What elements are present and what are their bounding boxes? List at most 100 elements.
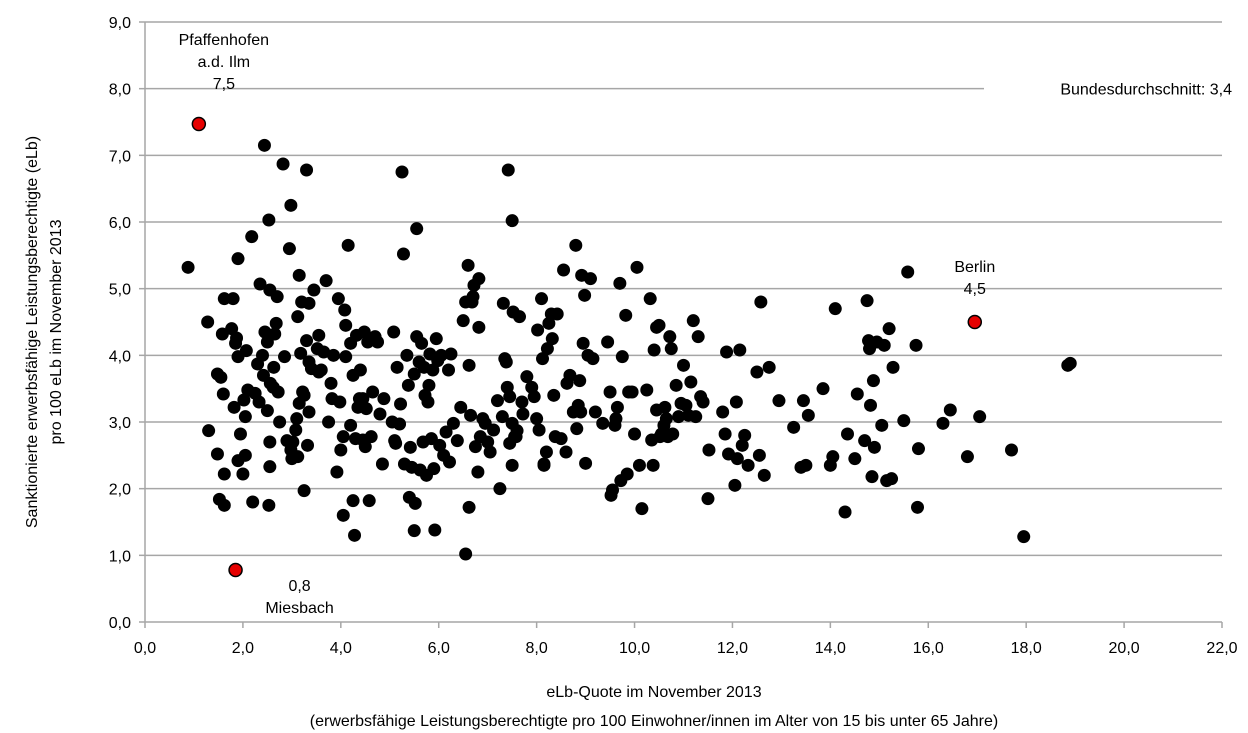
- data-point: [270, 290, 284, 304]
- data-point: [848, 452, 862, 466]
- data-point: [750, 365, 764, 379]
- data-point: [289, 423, 303, 437]
- data-point: [1063, 356, 1077, 370]
- data-point: [236, 467, 250, 481]
- data-point: [231, 252, 245, 266]
- data-point: [407, 524, 421, 538]
- x-axis: 0,0 2,0 4,0 6,0 8,0 10,0 12,0 14,0 16,0 18,0 20,0 2…: [134, 621, 1238, 657]
- data-point: [454, 400, 468, 414]
- data-point: [539, 445, 553, 459]
- data-point: [202, 424, 216, 438]
- data-point: [493, 482, 507, 496]
- data-point: [421, 395, 435, 409]
- data-point: [897, 414, 911, 428]
- data-point: [909, 338, 923, 352]
- data-point: [499, 355, 513, 369]
- data-point: [877, 338, 891, 352]
- x-axis-subtitle: (erwerbsfähige Leistungsberechtigte pro …: [310, 713, 998, 730]
- data-point: [300, 163, 314, 177]
- x-tick-label: 0,0: [134, 640, 156, 657]
- data-point: [317, 345, 331, 359]
- data-point: [362, 494, 376, 508]
- data-point: [359, 402, 373, 416]
- data-point: [960, 450, 974, 464]
- data-point: [267, 360, 281, 374]
- data-point: [796, 394, 810, 408]
- data-point: [911, 442, 925, 456]
- x-tick-label: 6,0: [428, 640, 450, 657]
- highlight-annotations: Pfaffenhofen a.d. Ilm 7,5 Berlin 4,5 0,8 Miesb…: [179, 32, 996, 617]
- data-point: [652, 318, 666, 332]
- data-point: [312, 328, 326, 342]
- data-point: [664, 342, 678, 356]
- data-point: [550, 307, 564, 321]
- data-point: [366, 385, 380, 399]
- data-point: [201, 315, 215, 329]
- data-point: [276, 157, 290, 171]
- data-point: [333, 395, 347, 409]
- y-axis-title: Sanktionierte erwerbsfähige Leistungsber…: [24, 136, 41, 528]
- highlight-point: [191, 116, 207, 132]
- data-point: [462, 500, 476, 514]
- data-point: [262, 498, 276, 512]
- data-point: [390, 360, 404, 374]
- data-point: [689, 410, 703, 424]
- data-point: [456, 314, 470, 328]
- data-point: [364, 430, 378, 444]
- data-point: [322, 415, 336, 429]
- data-point: [936, 416, 950, 430]
- data-point: [677, 358, 690, 372]
- data-point: [547, 388, 561, 402]
- data-point: [510, 424, 524, 438]
- data-point: [273, 415, 287, 429]
- data-point: [297, 388, 311, 402]
- data-point: [663, 330, 677, 344]
- x-tick-label: 4,0: [330, 640, 352, 657]
- data-point: [444, 347, 458, 361]
- data-point: [574, 405, 588, 419]
- x-tick-label: 2,0: [232, 640, 254, 657]
- data-point: [630, 260, 644, 274]
- data-point: [536, 352, 550, 366]
- data-point: [609, 412, 623, 426]
- data-point: [446, 416, 460, 430]
- data-point: [860, 294, 874, 308]
- data-point: [403, 440, 417, 454]
- data-point: [628, 427, 642, 441]
- data-point: [532, 423, 546, 437]
- data-point: [338, 303, 352, 317]
- y-tick-label: 5,0: [109, 282, 131, 299]
- reference-line-label: Bundesdurchschnitt: 3,4: [1060, 82, 1232, 99]
- data-point: [569, 238, 583, 252]
- data-point: [226, 292, 240, 306]
- data-point: [513, 310, 527, 324]
- data-point: [210, 447, 224, 461]
- data-point: [300, 334, 314, 348]
- data-point: [434, 348, 448, 362]
- data-point: [496, 296, 510, 310]
- data-point: [885, 472, 899, 486]
- data-point: [442, 363, 456, 377]
- data-point: [625, 385, 639, 399]
- data-point: [481, 435, 495, 449]
- data-point: [911, 500, 925, 514]
- data-point: [302, 405, 316, 419]
- highlight-label-miesbach: 0,8: [288, 578, 310, 595]
- data-point: [701, 492, 715, 506]
- data-point: [422, 378, 436, 392]
- data-point: [901, 265, 915, 279]
- data-point: [462, 358, 476, 372]
- data-point: [214, 370, 228, 384]
- data-point: [464, 408, 478, 422]
- data-point: [401, 378, 415, 392]
- x-tick-label: 14,0: [815, 640, 846, 657]
- data-point: [294, 346, 308, 360]
- data-point: [278, 350, 292, 364]
- data-point: [762, 360, 776, 374]
- data-point: [576, 336, 590, 350]
- data-point: [557, 263, 571, 277]
- data-point: [314, 363, 328, 377]
- data-point: [527, 390, 541, 404]
- data-point: [601, 335, 615, 349]
- data-point: [754, 295, 768, 309]
